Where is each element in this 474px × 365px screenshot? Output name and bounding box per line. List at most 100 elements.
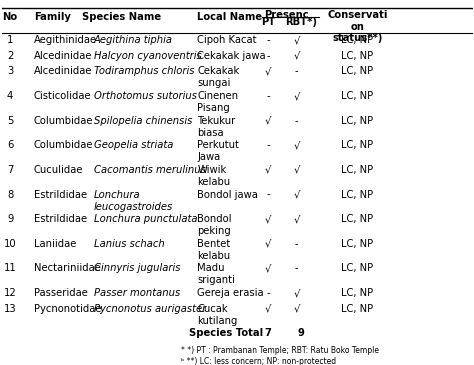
Text: √: √	[293, 140, 300, 150]
Text: 12: 12	[4, 288, 17, 298]
Text: 1: 1	[7, 35, 13, 45]
Text: -: -	[266, 35, 270, 45]
Text: No: No	[2, 12, 18, 23]
Text: Alcedinidae: Alcedinidae	[34, 51, 92, 61]
Text: Passeridae: Passeridae	[34, 288, 88, 298]
Text: Columbidae: Columbidae	[34, 116, 93, 126]
Text: LC, NP: LC, NP	[341, 116, 374, 126]
Text: -: -	[266, 140, 270, 150]
Text: √: √	[293, 51, 300, 61]
Text: Presenc: Presenc	[264, 10, 309, 20]
Text: √: √	[293, 288, 300, 298]
Text: 5: 5	[7, 116, 13, 126]
Text: √: √	[293, 35, 300, 45]
Text: Pycnonotidae: Pycnonotidae	[34, 304, 101, 314]
Text: LC, NP: LC, NP	[341, 35, 374, 45]
Text: Cekakak
sungai: Cekakak sungai	[197, 66, 240, 88]
Text: LC, NP: LC, NP	[341, 214, 374, 224]
Text: √: √	[265, 214, 271, 224]
Text: Bondol
peking: Bondol peking	[197, 214, 232, 236]
Text: √: √	[265, 116, 271, 126]
Text: Halcyon cyanoventris: Halcyon cyanoventris	[94, 51, 201, 61]
Text: Tekukur
biasa: Tekukur biasa	[197, 116, 236, 138]
Text: LC, NP: LC, NP	[341, 304, 374, 314]
Text: -: -	[266, 288, 270, 298]
Text: Bentet
kelabu: Bentet kelabu	[197, 239, 231, 261]
Text: 4: 4	[7, 91, 13, 101]
Text: 11: 11	[4, 264, 17, 273]
Text: Perkutut
Jawa: Perkutut Jawa	[197, 140, 239, 162]
Text: Conservati
on
status**): Conservati on status**)	[328, 10, 388, 43]
Text: -: -	[266, 51, 270, 61]
Text: 8: 8	[7, 189, 13, 200]
Text: Alcedinidae: Alcedinidae	[34, 66, 92, 76]
Text: ᵇ **) LC: less concern; NP: non-protected: ᵇ **) LC: less concern; NP: non-protecte…	[181, 357, 336, 365]
Text: -: -	[295, 116, 298, 126]
Text: Gereja erasia: Gereja erasia	[197, 288, 264, 298]
Text: LC, NP: LC, NP	[341, 189, 374, 200]
Text: -: -	[266, 189, 270, 200]
Text: Wiwik
kelabu: Wiwik kelabu	[197, 165, 230, 187]
Text: Species Name: Species Name	[82, 12, 162, 23]
Text: Nectariniidae: Nectariniidae	[34, 264, 100, 273]
Text: Cisticolidae: Cisticolidae	[34, 91, 91, 101]
Text: Cipoh Kacat: Cipoh Kacat	[197, 35, 257, 45]
Text: 7: 7	[264, 328, 272, 338]
Text: Lanius schach: Lanius schach	[94, 239, 164, 249]
Text: Aegithina tiphia: Aegithina tiphia	[94, 35, 173, 45]
Text: √: √	[293, 165, 300, 175]
Text: LC, NP: LC, NP	[341, 288, 374, 298]
Text: LC, NP: LC, NP	[341, 51, 374, 61]
Text: Cucak
kutilang: Cucak kutilang	[197, 304, 238, 326]
Text: √: √	[293, 189, 300, 200]
Text: 9: 9	[297, 328, 304, 338]
Text: Lonchura
leucogastroides: Lonchura leucogastroides	[94, 189, 173, 212]
Text: Passer montanus: Passer montanus	[94, 288, 180, 298]
Text: Estrildidae: Estrildidae	[34, 189, 87, 200]
Text: √: √	[293, 214, 300, 224]
Text: √: √	[265, 264, 271, 273]
Text: Pycnonotus aurigaster: Pycnonotus aurigaster	[94, 304, 206, 314]
Text: Laniidae: Laniidae	[34, 239, 76, 249]
Text: 6: 6	[7, 140, 13, 150]
Text: 3: 3	[7, 66, 13, 76]
Text: Estrildidae: Estrildidae	[34, 214, 87, 224]
Text: √: √	[293, 91, 300, 101]
Text: √: √	[293, 304, 300, 314]
Text: 13: 13	[4, 304, 17, 314]
Text: Cinenen
Pisang: Cinenen Pisang	[197, 91, 238, 113]
Text: -: -	[295, 264, 298, 273]
Text: Bondol jawa: Bondol jawa	[197, 189, 258, 200]
Text: PT: PT	[261, 18, 275, 27]
Text: LC, NP: LC, NP	[341, 140, 374, 150]
Text: Cinnyris jugularis: Cinnyris jugularis	[94, 264, 180, 273]
Text: LC, NP: LC, NP	[341, 165, 374, 175]
Text: -: -	[266, 91, 270, 101]
Text: -: -	[295, 66, 298, 76]
Text: LC, NP: LC, NP	[341, 91, 374, 101]
Text: 2: 2	[7, 51, 13, 61]
Text: Spilopelia chinensis: Spilopelia chinensis	[94, 116, 192, 126]
Text: 7: 7	[7, 165, 13, 175]
Text: √: √	[265, 239, 271, 249]
Text: LC, NP: LC, NP	[341, 264, 374, 273]
Text: * *) PT : Prambanan Temple; RBT: Ratu Boko Temple: * *) PT : Prambanan Temple; RBT: Ratu Bo…	[181, 346, 379, 355]
Text: LC, NP: LC, NP	[341, 66, 374, 76]
Text: Columbidae: Columbidae	[34, 140, 93, 150]
Text: 10: 10	[4, 239, 17, 249]
Text: Geopelia striata: Geopelia striata	[94, 140, 173, 150]
Text: Aegithinidae: Aegithinidae	[34, 35, 97, 45]
Text: RBT*): RBT*)	[285, 18, 317, 27]
Text: Species Total: Species Total	[189, 328, 264, 338]
Text: Todiramphus chloris: Todiramphus chloris	[94, 66, 194, 76]
Text: Cekakak jawa: Cekakak jawa	[197, 51, 266, 61]
Text: -: -	[295, 239, 298, 249]
Text: √: √	[265, 304, 271, 314]
Text: 9: 9	[7, 214, 13, 224]
Text: Cuculidae: Cuculidae	[34, 165, 83, 175]
Text: Local Name: Local Name	[197, 12, 263, 23]
Text: Madu
sriganti: Madu sriganti	[197, 264, 235, 285]
Text: Lonchura punctulata: Lonchura punctulata	[94, 214, 197, 224]
Text: Family: Family	[34, 12, 71, 23]
Text: LC, NP: LC, NP	[341, 239, 374, 249]
